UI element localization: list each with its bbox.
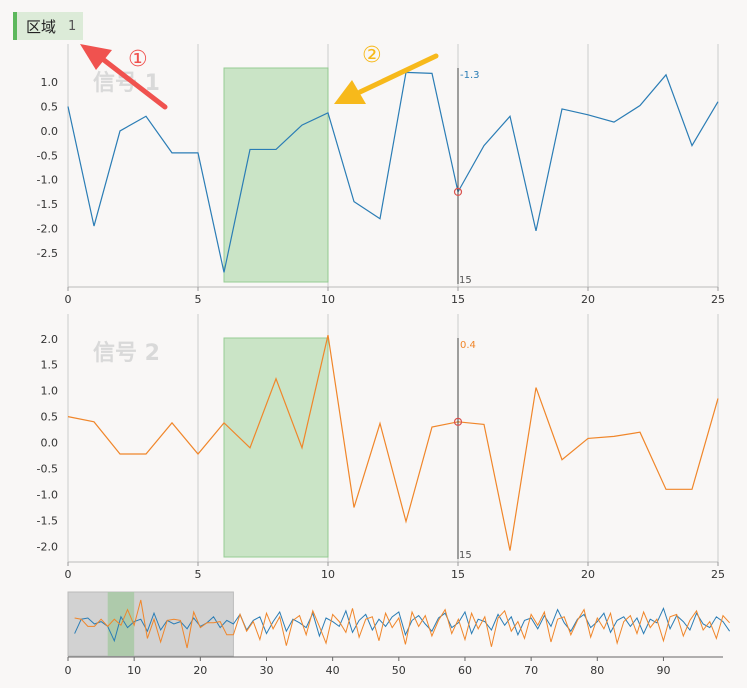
x-tick-label: 0 [65,568,72,581]
region-badge-label: 区域 [26,17,57,36]
overview-tick-label: 0 [65,664,72,677]
overview-window [67,591,234,657]
y-tick-label: -2.0 [37,222,58,235]
arrow-shaft [97,54,168,110]
overview-tick-label: 60 [458,664,472,677]
selection-region [223,337,329,558]
x-tick-label: 15 [451,293,465,306]
y-tick-label: 0.0 [41,437,59,450]
panel-title: 信号 1 [93,70,160,96]
region-badge-count: 1 [68,18,77,34]
arrow-shaft [357,53,439,95]
y-tick-label: -2.0 [37,540,58,553]
annotation-2: ② [334,43,439,104]
y-tick-label: 0.0 [41,125,59,138]
arrow-head-icon [80,44,112,70]
y-tick-label: -0.5 [37,149,58,162]
y-tick-label: 1.5 [41,359,59,372]
cursor-value-label: 0.4 [460,340,476,351]
y-tick-label: 0.5 [41,411,59,424]
cursor-marker [453,417,463,426]
annotation-number: ② [362,43,382,68]
y-tick-label: -2.5 [37,247,58,260]
y-tick-label: -1.0 [37,489,58,502]
x-tick-label: 25 [711,568,725,581]
annotation-1: ① [80,44,168,110]
overview-tick-label: 40 [326,664,340,677]
selection-region [223,67,329,283]
cursor-marker [453,187,463,196]
series-line [67,71,719,273]
y-tick-label: 1.0 [41,385,59,398]
region-badge[interactable]: 区域 1 [13,12,83,40]
y-tick-label: 2.0 [41,333,59,346]
series-line [67,334,719,551]
y-tick-label: -0.5 [37,463,58,476]
y-tick-label: -1.0 [37,174,58,187]
overview-tick-label: 10 [127,664,141,677]
cursor-x-label: 15 [459,275,472,286]
x-tick-label: 10 [321,568,335,581]
x-tick-label: 10 [321,293,335,306]
cursor-value-label: -1.3 [460,70,480,81]
arrow-head-icon [334,80,366,104]
x-tick-label: 5 [195,293,202,306]
overview-series-line [74,607,731,643]
y-tick-label: 1.0 [41,76,59,89]
y-tick-label: -1.5 [37,514,58,527]
x-tick-label: 25 [711,293,725,306]
x-tick-label: 15 [451,568,465,581]
y-tick-label: -1.5 [37,198,58,211]
overview-panel: 0 10 20 30 40 50 60 70 80 90 [65,591,731,677]
overview-tick-label: 30 [259,664,273,677]
x-tick-label: 5 [195,568,202,581]
panel-1: 信号 1 0 5 10 15 20 25 1.0 0.5 0.0 -0.5 -1.0 -1.5 -2.0 -… [37,44,725,306]
overview-tick-label: 80 [590,664,604,677]
overview-tick-label: 20 [193,664,207,677]
panel-2: 信号 2 0 5 10 15 20 25 2.0 1.5 1.0 0.5 0.0 -0.5 -1.0 -1.… [37,314,725,581]
x-tick-label: 0 [65,293,72,306]
overview-series-line [74,599,730,649]
annotation-number: ① [128,47,148,72]
cursor-x-label: 15 [459,550,472,561]
y-tick-label: 0.5 [41,101,59,114]
x-tick-label: 20 [581,568,595,581]
overview-tick-label: 70 [524,664,538,677]
overview-tick-label: 90 [656,664,670,677]
overview-tick-label: 50 [392,664,406,677]
x-tick-label: 20 [581,293,595,306]
panel-title: 信号 2 [93,340,160,366]
